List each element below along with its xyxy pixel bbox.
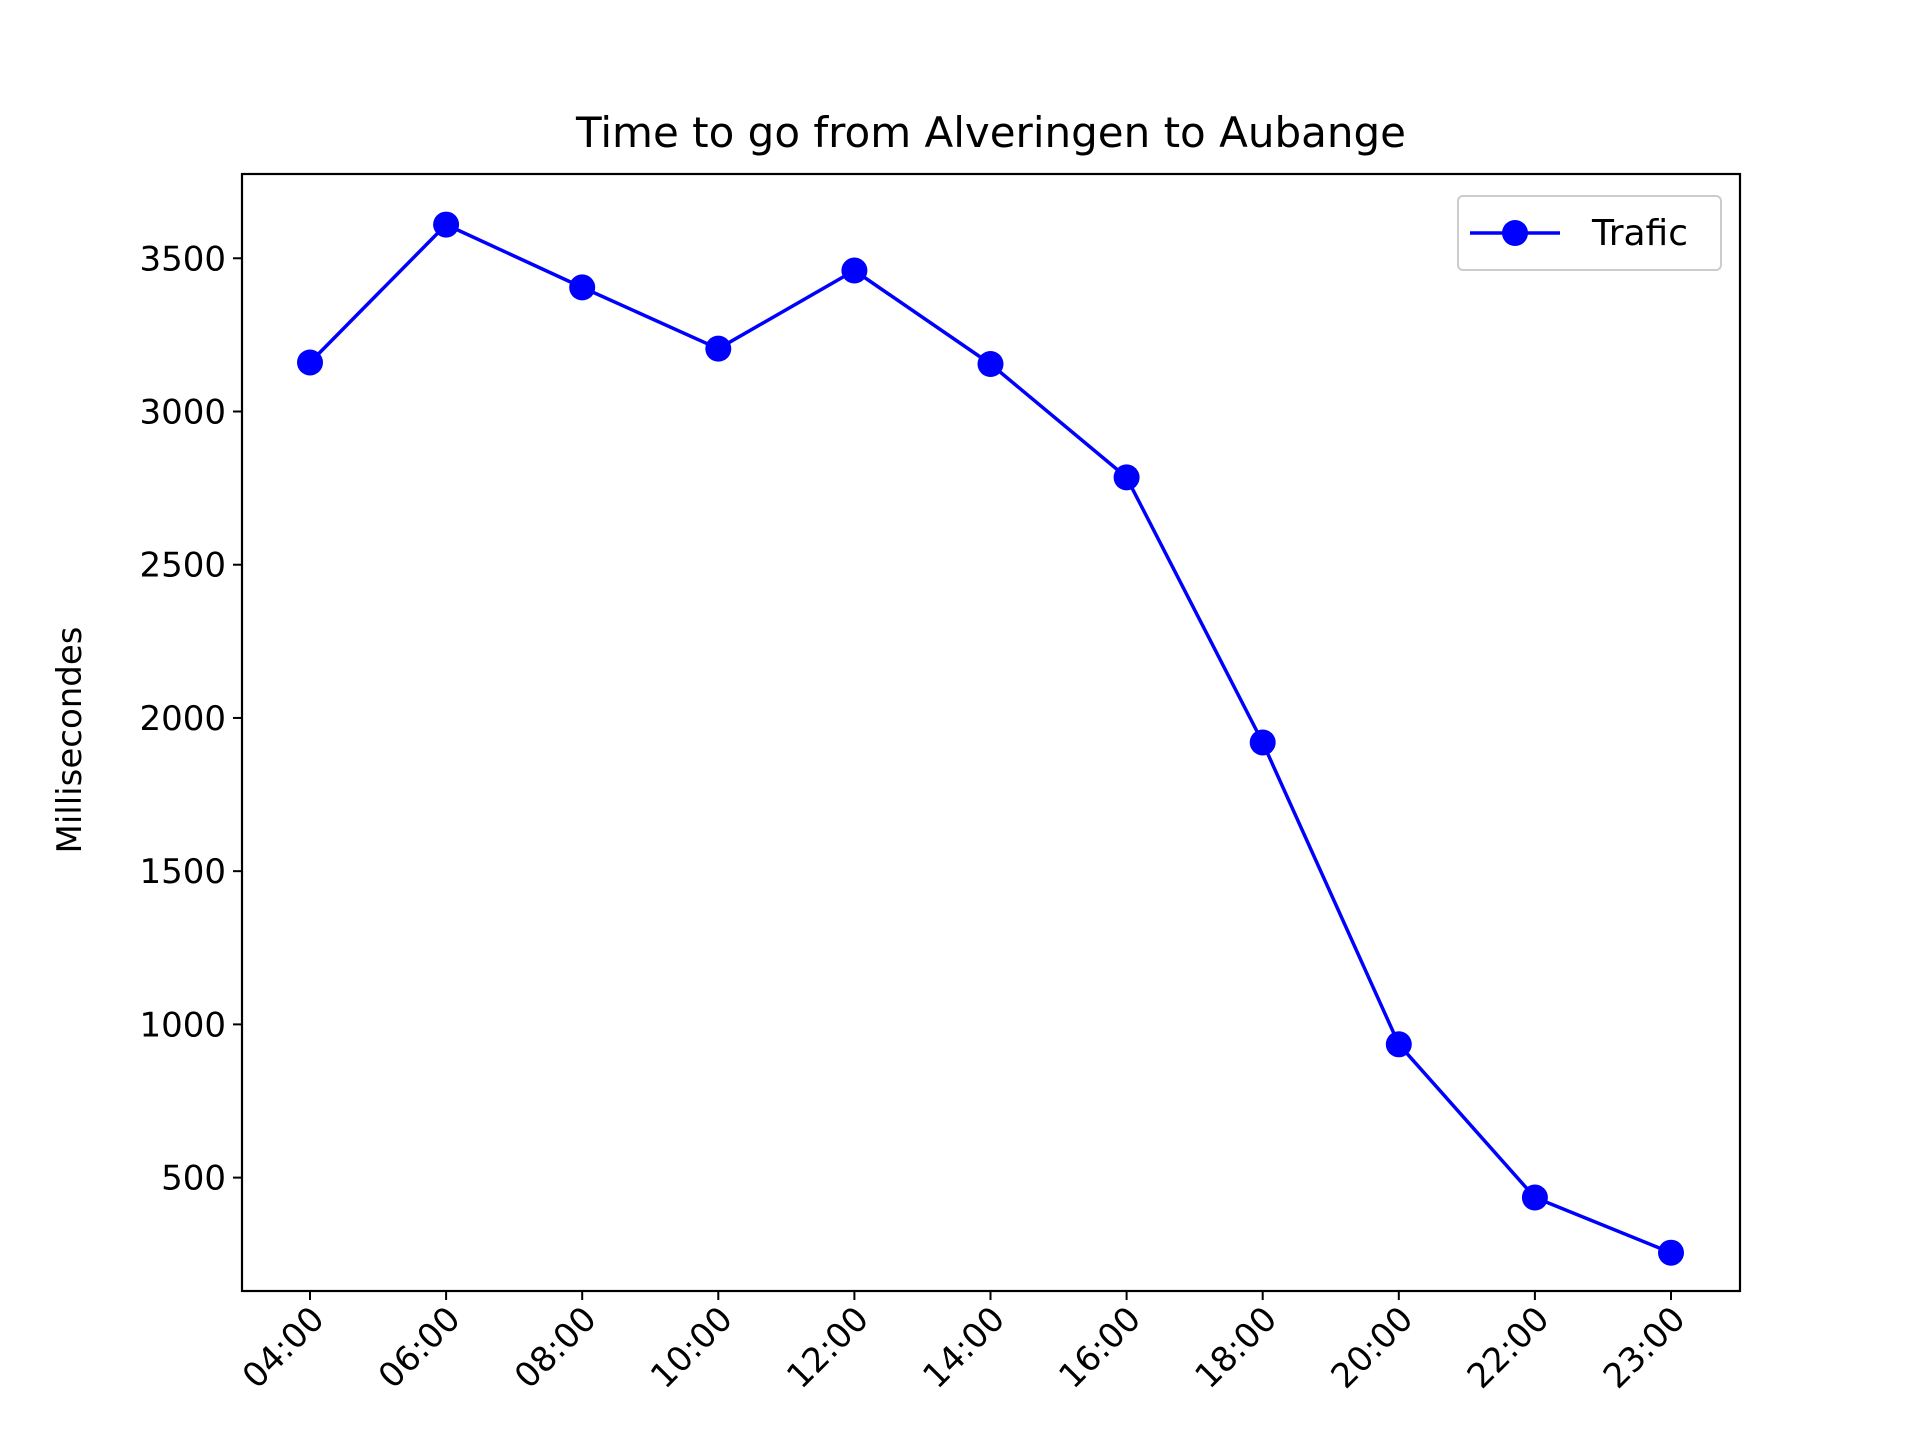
data-point <box>1249 729 1276 756</box>
y-tick-label: 500 <box>161 1159 226 1199</box>
legend: Trafic <box>1457 195 1722 271</box>
data-point <box>705 335 732 362</box>
y-tick-label: 3500 <box>139 239 226 279</box>
data-point <box>569 274 596 301</box>
y-tick-label: 2500 <box>139 546 226 586</box>
legend-box <box>1457 195 1722 271</box>
legend-label: Trafic <box>1591 213 1688 254</box>
data-point <box>1385 1031 1412 1058</box>
y-tick-label: 3000 <box>139 392 226 432</box>
y-tick-label: 2000 <box>139 699 226 739</box>
y-axis-label: Millisecondes <box>50 626 90 853</box>
data-point <box>1658 1239 1684 1266</box>
data-point <box>1521 1184 1548 1211</box>
data-point <box>977 350 1004 377</box>
data-point <box>433 211 460 238</box>
data-point <box>1113 464 1140 491</box>
chart-title: Time to go from Alveringen to Aubange <box>575 108 1406 157</box>
series-layer <box>297 211 1684 1266</box>
plot-frame <box>240 172 1742 1293</box>
y-tick-label: 1000 <box>139 1005 226 1045</box>
legend-marker <box>1502 220 1528 246</box>
data-point <box>841 257 868 284</box>
data-point <box>297 349 323 376</box>
y-tick-label: 1500 <box>139 852 226 892</box>
